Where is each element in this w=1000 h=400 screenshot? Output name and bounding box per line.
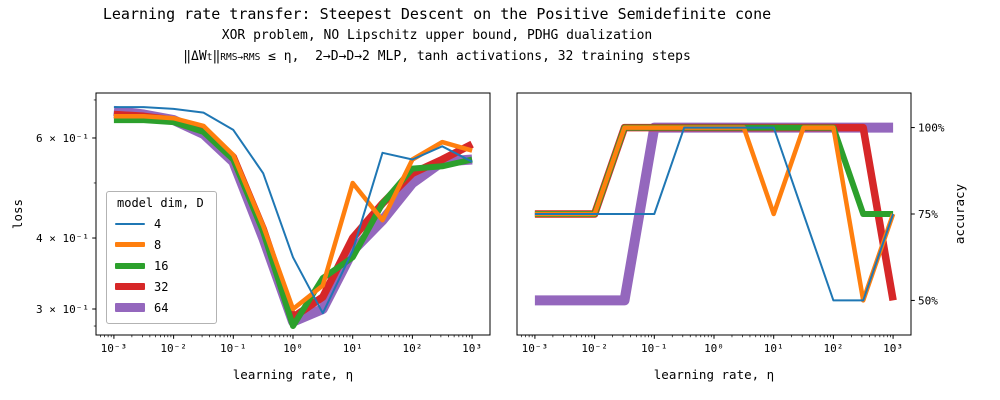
title-math-norm-open: ‖ΔW [183, 49, 207, 64]
x-tick-label: 10⁻¹ [641, 342, 668, 355]
legend-label: 4 [154, 216, 162, 231]
series-line-D4 [113, 106, 473, 315]
legend-entry-D32: 32 [115, 276, 206, 297]
title-math-sub-rms: RMS→RMS [220, 52, 261, 63]
legend-label: 8 [154, 237, 162, 252]
axes-frame [516, 92, 912, 336]
series-line-D16 [113, 117, 473, 329]
x-tick-label: 10⁻³ [101, 342, 128, 355]
legend-label: 64 [154, 300, 169, 315]
y-tick-label: 75% [918, 208, 938, 221]
legend-entry-D4: 4 [115, 213, 206, 234]
legend-entry-D8: 8 [115, 234, 206, 255]
figure-title-line2: XOR problem, NO Lipschitz upper bound, P… [221, 28, 653, 43]
x-tick-label: 10⁻³ [522, 342, 549, 355]
legend-line-swatch [115, 262, 145, 269]
x-tick-label: 10² [402, 342, 422, 355]
x-tick-label: 10² [823, 342, 843, 355]
y-tick-label: 3 × 10⁻¹ [36, 303, 89, 316]
legend-entry-D64: 64 [115, 297, 206, 318]
x-tick-label: 10⁻² [160, 342, 187, 355]
legend-line-swatch [115, 282, 145, 291]
plot-loss: 10⁻³ 10⁻² 10⁻¹ 10⁰ 10¹ 10² 10³ 3 × 10⁻¹ 4 × 10⁻¹… [36, 92, 491, 355]
plot-accuracy: 10⁻³ 10⁻² 10⁻¹ 10⁰ 10¹ 10² 10³ 50% 75% 100% [516, 92, 945, 355]
axes-frame [95, 92, 491, 336]
title-math-sub-t: t [206, 52, 213, 63]
x-tick-label: 10³ [883, 342, 903, 355]
x-tick-label: 10³ [462, 342, 482, 355]
y-tick-label: 50% [918, 294, 938, 307]
legend-line-swatch [115, 242, 145, 247]
x-tick-label: 10⁻² [581, 342, 608, 355]
x-tick-label: 10¹ [343, 342, 363, 355]
left-xaxis-label: learning rate, η [233, 367, 353, 382]
title-math-rest: ≤ η, 2→D→D→2 MLP, tanh activations, 32 t… [260, 49, 691, 64]
right-xaxis-label: learning rate, η [654, 367, 774, 382]
legend-label: 16 [154, 258, 169, 273]
legend-entry-D16: 16 [115, 255, 206, 276]
figure-title-line1: Learning rate transfer: Steepest Descent… [102, 5, 772, 23]
x-tick-label: 10⁰ [704, 342, 724, 355]
x-tick-label: 10¹ [764, 342, 784, 355]
legend-title: model dim, D [117, 196, 204, 210]
y-tick-label: 6 × 10⁻¹ [36, 132, 89, 145]
x-tick-label: 10⁰ [283, 342, 303, 355]
figure-titles: Learning rate transfer: Steepest Descent… [0, 3, 874, 68]
x-tick-label: 10⁻¹ [220, 342, 247, 355]
title-math-norm-close: ‖ [212, 49, 221, 64]
figure-title-line3: ‖ΔWt‖RMS→RMS ≤ η, 2→D→D→2 MLP, tanh acti… [0, 46, 874, 68]
legend: model dim, D 4 8 16 32 64 [106, 191, 217, 324]
y-tick-label: 100% [918, 122, 945, 135]
legend-line-swatch [115, 303, 145, 312]
series-line-D4 [534, 126, 895, 302]
right-yaxis-label: accuracy [952, 183, 967, 244]
left-yaxis-label: loss [10, 199, 25, 229]
legend-line-swatch [115, 222, 145, 225]
legend-entries: 4 8 16 32 64 [115, 213, 206, 318]
legend-label: 32 [154, 279, 169, 294]
y-tick-label: 4 × 10⁻¹ [36, 232, 89, 245]
